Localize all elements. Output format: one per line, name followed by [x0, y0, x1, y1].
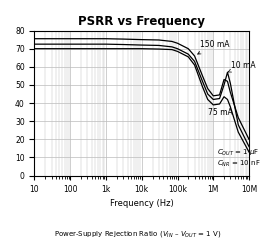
Title: PSRR vs Frequency: PSRR vs Frequency: [78, 15, 205, 28]
Text: $C_{NR}$ = 10 nF: $C_{NR}$ = 10 nF: [217, 159, 261, 169]
X-axis label: Frequency (Hz): Frequency (Hz): [110, 199, 174, 208]
Text: $C_{OUT}$ = 1 $\mu$F: $C_{OUT}$ = 1 $\mu$F: [217, 148, 260, 158]
Text: 150 mA: 150 mA: [198, 40, 229, 54]
Text: 10 mA: 10 mA: [228, 60, 256, 72]
Text: Power-Supply Rejection Ratio ($V_{IN}$ – $V_{OUT}$ = 1 V): Power-Supply Rejection Ratio ($V_{IN}$ –…: [54, 229, 222, 239]
Text: 75 mA: 75 mA: [208, 108, 232, 117]
